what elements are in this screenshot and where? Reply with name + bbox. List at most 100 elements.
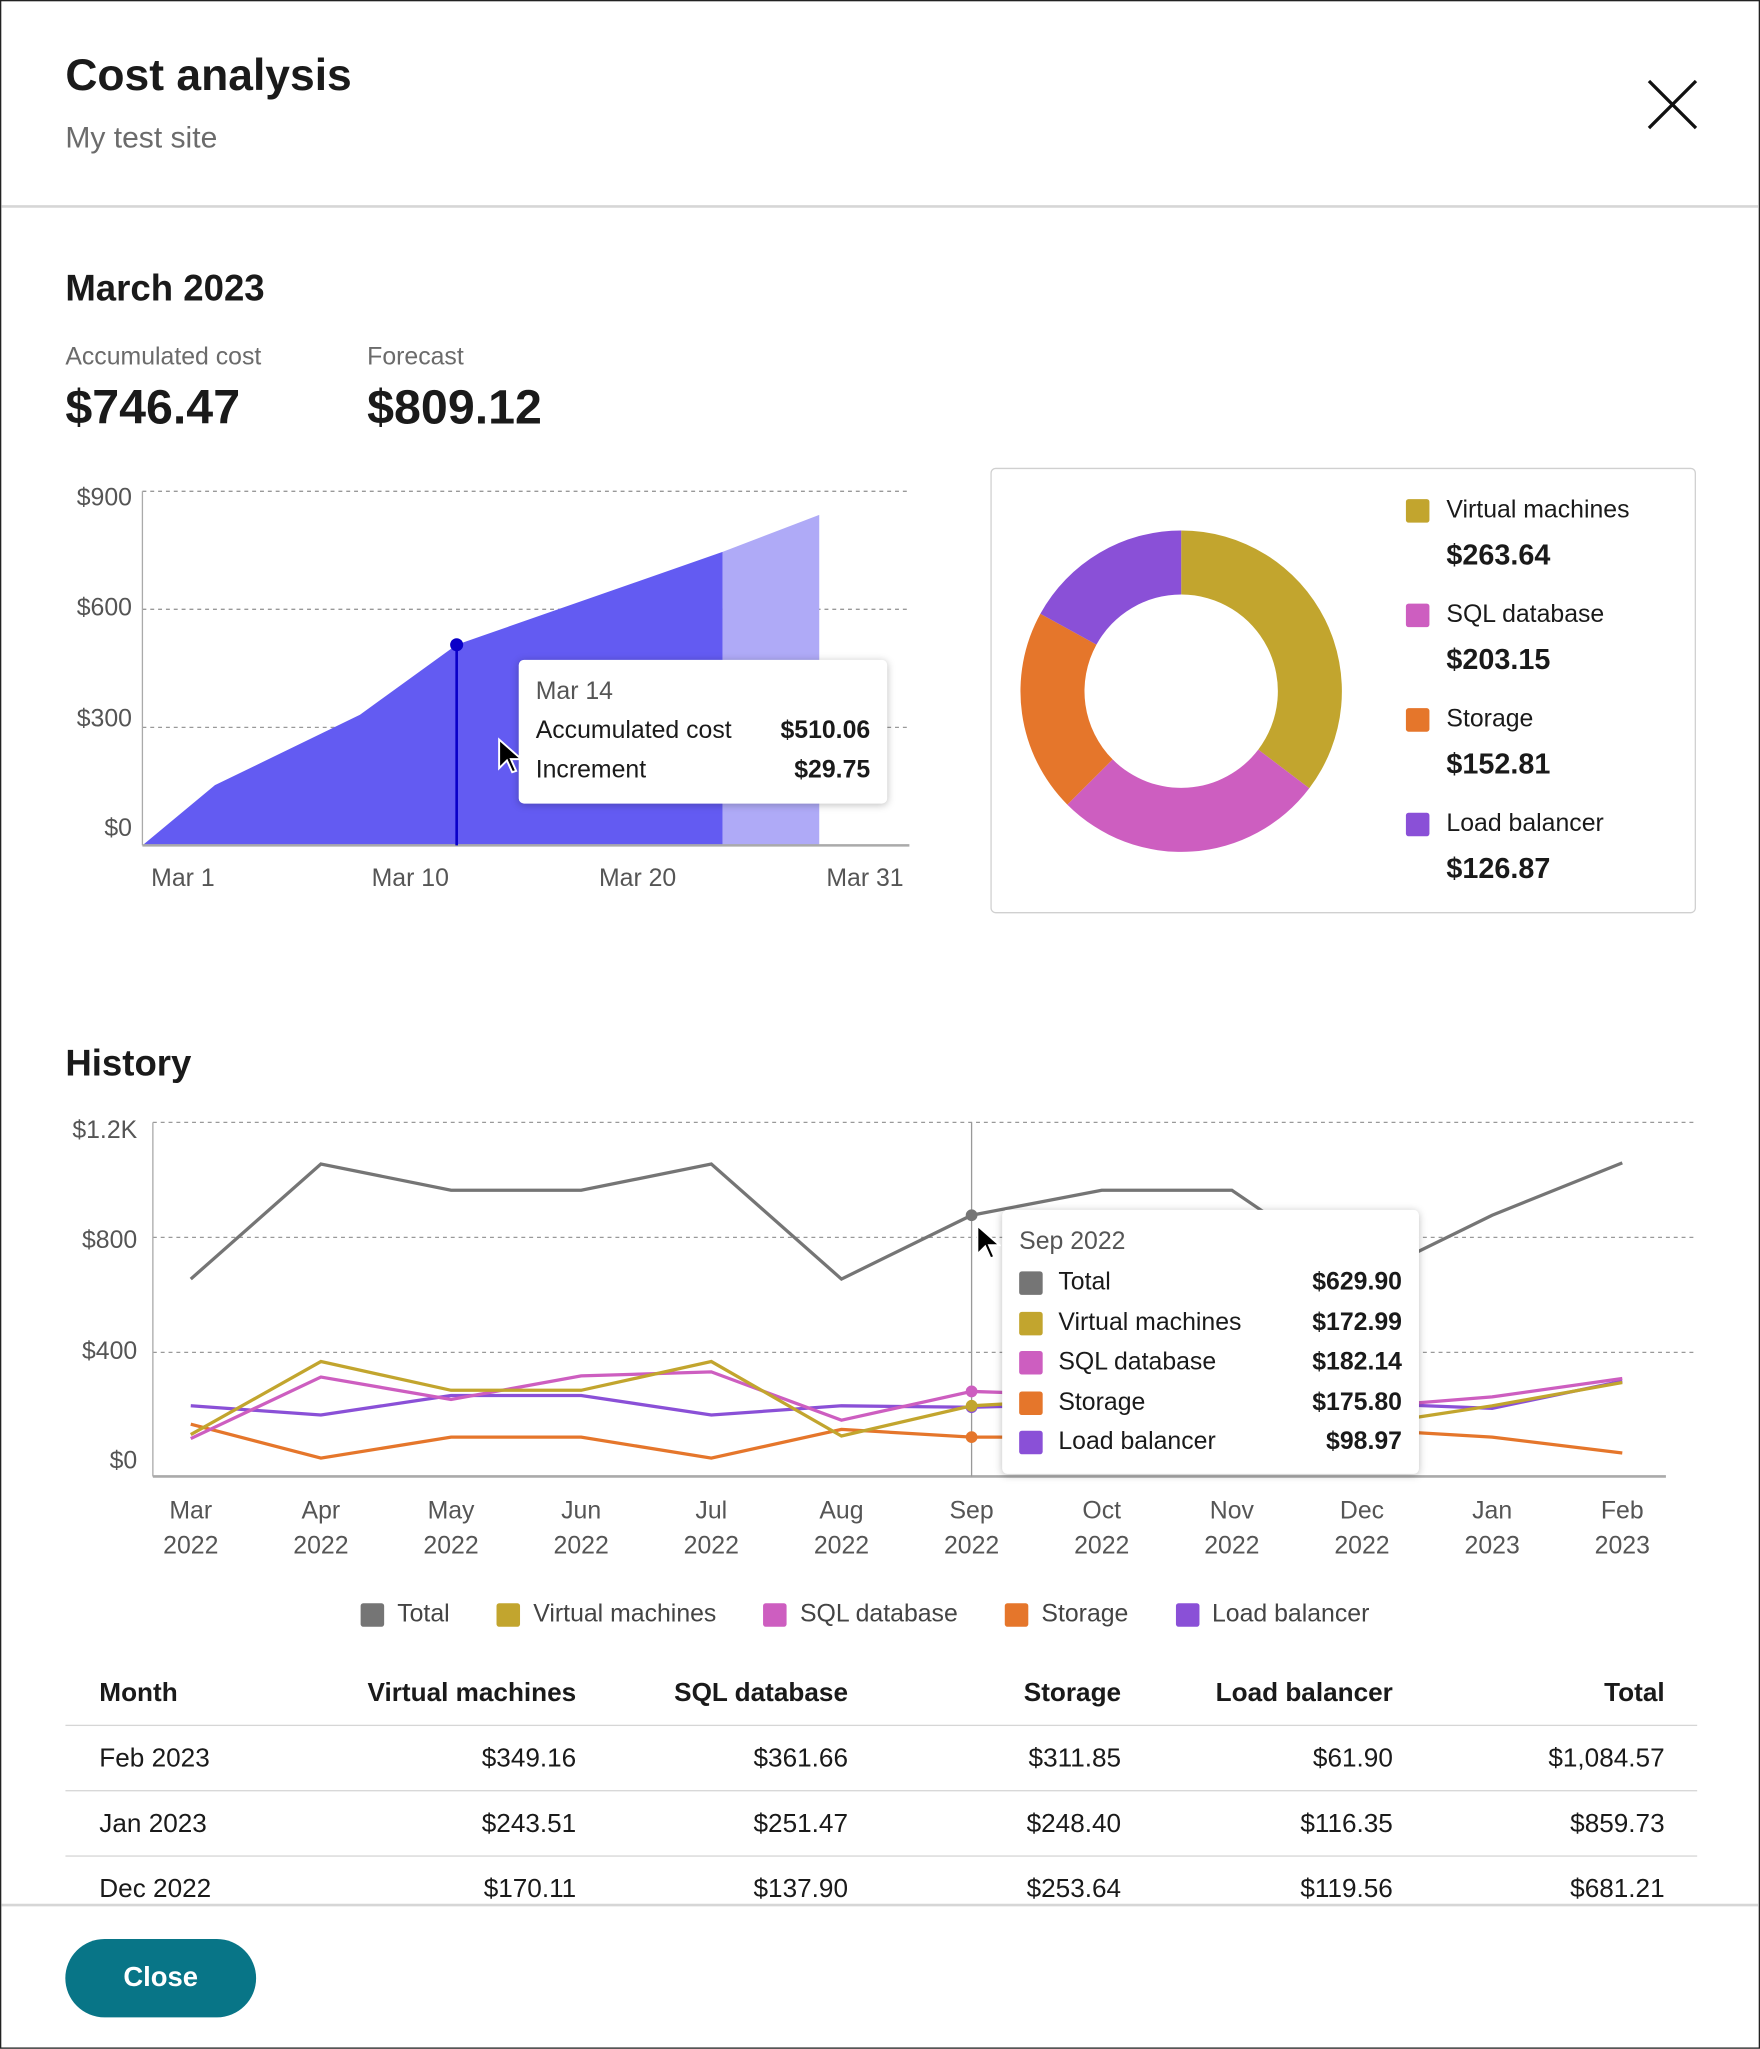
- donut-slice[interactable]: [1040, 530, 1182, 645]
- y-tick-label: $0: [104, 815, 132, 843]
- table-cell: $243.51: [481, 1809, 577, 1839]
- x-tick-month: Apr: [301, 1497, 341, 1525]
- table-cell: $170.11: [483, 1874, 577, 1904]
- legend-label: Load balancer: [1211, 1600, 1370, 1629]
- x-tick-label: Mar 1: [151, 864, 215, 893]
- x-tick-label: Mar 20: [598, 864, 677, 893]
- y-tick-label: $0: [109, 1447, 138, 1476]
- legend-label: SQL database: [1446, 601, 1605, 629]
- x-tick-year: 2022: [293, 1532, 349, 1561]
- legend-item-virtual-machines[interactable]: Virtual machines: [496, 1600, 717, 1630]
- x-tick-month: Feb: [1600, 1497, 1644, 1525]
- history-heading: History: [65, 1042, 192, 1084]
- legend-item-total[interactable]: Total: [360, 1601, 450, 1630]
- x-tick-year: 2022: [553, 1532, 609, 1561]
- hover-point: [450, 638, 464, 652]
- x-tick-year: 2022: [1334, 1532, 1390, 1561]
- legend-swatch: [1175, 1603, 1199, 1627]
- table-cell: $251.47: [753, 1809, 848, 1839]
- close-button[interactable]: Close: [65, 1939, 257, 2018]
- column-header: Load balancer: [1215, 1678, 1393, 1708]
- donut-slice[interactable]: [1181, 530, 1342, 789]
- table-cell: $349.16: [481, 1744, 577, 1774]
- legend-label: Virtual machines: [533, 1600, 717, 1629]
- column-header: SQL database: [674, 1678, 848, 1708]
- legend-swatch: [1405, 603, 1430, 628]
- x-tick-year: 2022: [813, 1532, 870, 1561]
- x-tick-month: May: [427, 1497, 475, 1525]
- x-tick-month: Nov: [1209, 1497, 1254, 1525]
- x-tick-label: Mar 31: [826, 864, 904, 893]
- legend-label: Load balancer: [1446, 810, 1604, 838]
- tooltip-label: SQL database: [1058, 1348, 1217, 1376]
- x-tick-year: 2022: [1074, 1532, 1130, 1561]
- legend-swatch: [1405, 499, 1430, 523]
- donut-slice[interactable]: [1067, 749, 1310, 852]
- table-cell: Feb 2023: [99, 1744, 210, 1774]
- legend-swatch: [496, 1603, 521, 1627]
- accumulated-cost-value: $746.47: [65, 380, 241, 434]
- accumulated-cost-label: Accumulated cost: [65, 343, 262, 372]
- y-tick-label: $300: [76, 705, 132, 734]
- legend-item-sql-database[interactable]: SQL database: [763, 1601, 958, 1630]
- dialog-title: Cost analysis: [65, 50, 352, 101]
- x-tick-month: Oct: [1082, 1497, 1122, 1525]
- hover-point: [965, 1399, 978, 1412]
- y-tick-label: $800: [81, 1226, 138, 1255]
- donut-slice[interactable]: [1020, 613, 1113, 805]
- legend-value: $203.15: [1446, 642, 1551, 676]
- y-tick-label: $600: [76, 594, 132, 622]
- legend-item-load-balancer[interactable]: Load balancer: [1175, 1601, 1369, 1630]
- tooltip-label: Total: [1058, 1268, 1111, 1297]
- legend-swatch: [1405, 812, 1430, 837]
- tooltip-label: Load balancer: [1058, 1428, 1216, 1456]
- tooltip-date: Mar 14: [535, 678, 613, 706]
- tooltip-label: Accumulated cost: [535, 717, 732, 745]
- tooltip-swatch: [1019, 1351, 1043, 1375]
- tooltip-label: Virtual machines: [1058, 1308, 1242, 1337]
- x-tick-year: 2022: [683, 1532, 739, 1561]
- x-tick-month: Dec: [1339, 1497, 1385, 1525]
- y-tick-label: $900: [76, 484, 132, 513]
- table-cell: $361.66: [753, 1744, 848, 1774]
- x-tick-month: Jan: [1472, 1497, 1513, 1525]
- forecast-label: Forecast: [367, 343, 464, 372]
- mouse-cursor-icon: [976, 1223, 1001, 1260]
- x-tick-year: 2023: [1594, 1532, 1650, 1561]
- footer-divider: [1, 1903, 1759, 1907]
- legend-swatch: [763, 1603, 787, 1627]
- x-tick-month: Aug: [819, 1497, 864, 1525]
- table-cell: $681.21: [1570, 1874, 1665, 1904]
- table-cell: $61.90: [1312, 1744, 1393, 1774]
- x-tick-year: 2023: [1464, 1532, 1520, 1561]
- table-cell: Jan 2023: [99, 1809, 207, 1839]
- legend-value: $263.64: [1446, 538, 1551, 571]
- x-tick-year: 2022: [1204, 1532, 1260, 1561]
- table-row: Jan 2023 $243.51 $251.47 $248.40 $116.35 $859…: [65, 1791, 1698, 1857]
- period-heading: March 2023: [65, 267, 265, 309]
- tooltip-value: $172.99: [1312, 1308, 1402, 1337]
- tooltip-swatch: [1019, 1271, 1043, 1295]
- tooltip-value: $98.97: [1326, 1428, 1402, 1456]
- hover-point: [965, 1385, 978, 1398]
- tooltip-value: $175.80: [1312, 1388, 1402, 1416]
- x-tick-month: Sep: [949, 1497, 994, 1525]
- x-tick-year: 2022: [163, 1532, 219, 1561]
- area-chart-tooltip: Mar 14 Accumulated cost $510.06 Incremen…: [518, 659, 888, 804]
- table-row: Dec 2022 $170.11 $137.90 $253.64 $119.56 $681…: [65, 1857, 1697, 1904]
- legend-label: Storage: [1041, 1600, 1129, 1629]
- table-cell: Dec 2022: [99, 1874, 212, 1904]
- legend-item-storage[interactable]: Storage: [1004, 1600, 1129, 1630]
- legend-value: $126.87: [1446, 851, 1551, 885]
- history-table: Month Virtual machines SQL database Storage…: [65, 1661, 1698, 1904]
- history-tooltip: Sep 2022 Total $629.90 Virtual machines $17…: [1002, 1209, 1419, 1474]
- y-tick-label: $1.2K: [72, 1117, 138, 1145]
- tooltip-value: $510.06: [780, 717, 871, 745]
- close-icon[interactable]: [1642, 74, 1702, 134]
- x-tick-year: 2022: [943, 1532, 1000, 1561]
- forecast-value: $809.12: [367, 380, 542, 434]
- tooltip-swatch: [1019, 1311, 1043, 1335]
- table-cell: $119.56: [1300, 1874, 1393, 1904]
